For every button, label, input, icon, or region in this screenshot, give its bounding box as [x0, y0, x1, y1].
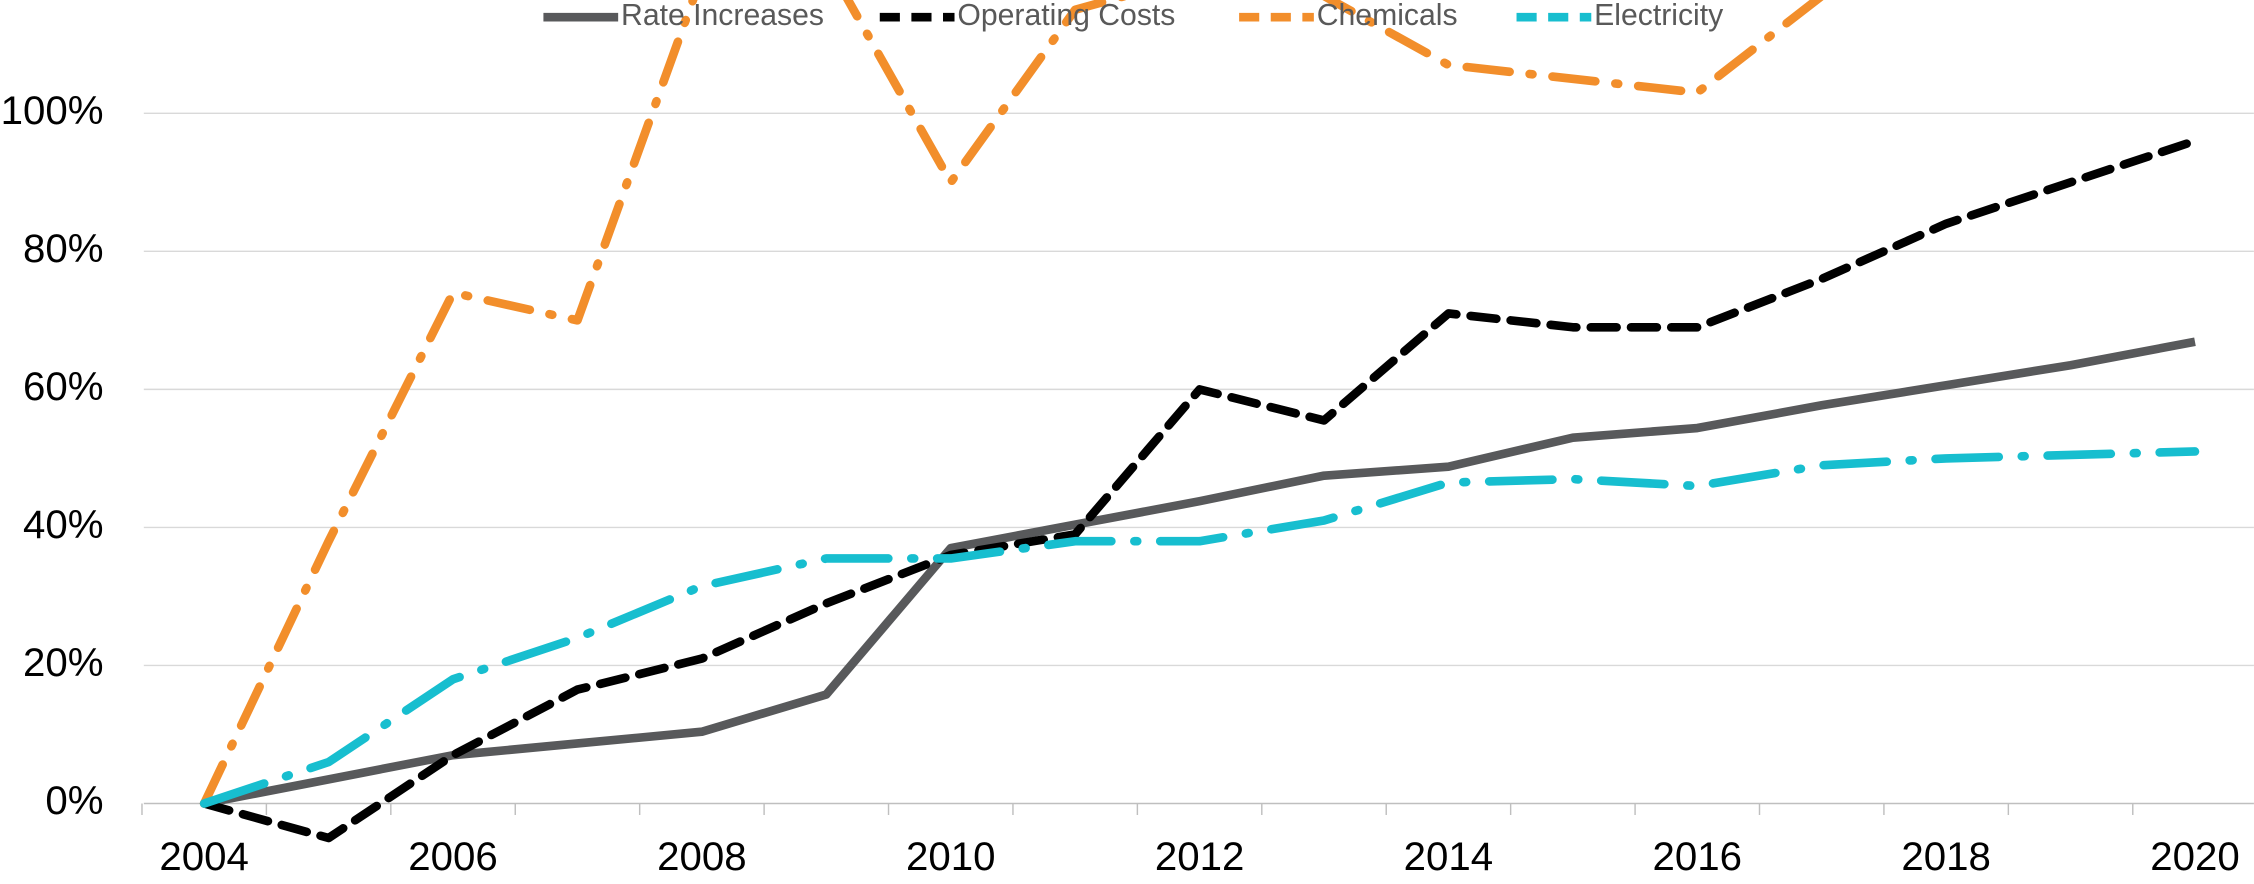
series-line	[199, 447, 2200, 808]
legend-label: Rate Increases	[621, 0, 824, 32]
y-tick-label: 80%	[23, 226, 104, 271]
series-line	[199, 136, 2200, 843]
x-tick-label: 2012	[1155, 834, 1245, 879]
legend-label: Chemicals	[1317, 0, 1458, 32]
x-tick-label: 2008	[657, 834, 747, 879]
x-tick-label: 2004	[159, 834, 249, 879]
x-tick-label: 2016	[1653, 834, 1743, 879]
x-tick-label: 2006	[408, 834, 498, 879]
legend-label: Operating Costs	[957, 0, 1175, 32]
x-tick-label: 2014	[1404, 834, 1494, 879]
series-line	[199, 0, 1824, 808]
y-tick-label: 40%	[23, 502, 104, 547]
x-tick-label: 2010	[906, 834, 996, 879]
y-tick-label: 0%	[45, 778, 103, 823]
y-tick-label: 100%	[1, 88, 104, 133]
series-line	[203, 337, 2196, 808]
plot-area	[199, 0, 2200, 843]
x-tick-label: 2018	[1901, 834, 1991, 879]
y-tick-label: 20%	[23, 640, 104, 685]
legend-label: Electricity	[1594, 0, 1724, 32]
x-tick-label: 2020	[2150, 834, 2240, 879]
y-tick-label: 60%	[23, 364, 104, 409]
